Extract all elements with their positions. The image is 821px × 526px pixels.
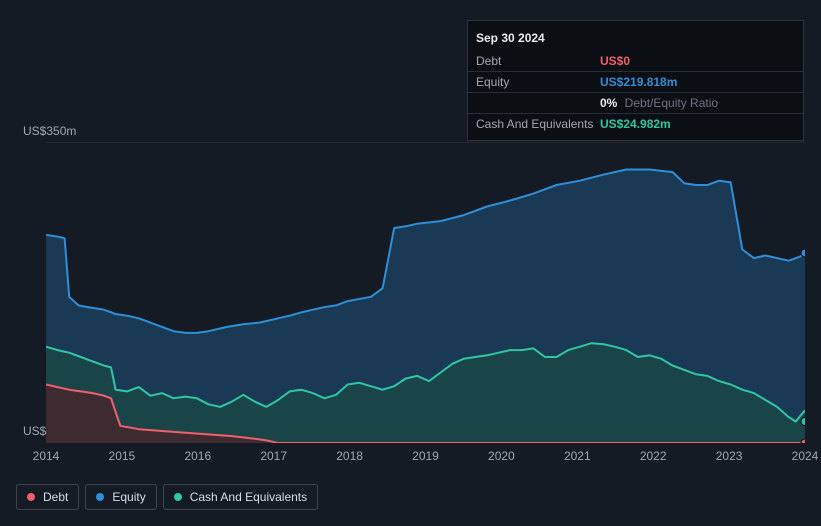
x-axis-tick: 2022: [640, 449, 667, 463]
legend-item-label: Debt: [43, 490, 68, 504]
tooltip-row-value: US$219.818m: [600, 75, 795, 89]
chart-legend: Debt Equity Cash And Equivalents: [16, 484, 318, 510]
tooltip-row: DebtUS$0: [468, 51, 803, 72]
tooltip-row-label: Debt: [476, 54, 600, 68]
legend-item-label: Equity: [112, 490, 145, 504]
tooltip-row: EquityUS$219.818m: [468, 72, 803, 93]
legend-dot-icon: [174, 493, 182, 501]
legend-dot-icon: [96, 493, 104, 501]
x-axis-tick: 2024: [792, 449, 819, 463]
x-axis-tick: 2023: [716, 449, 743, 463]
tooltip-panel: Sep 30 2024 DebtUS$0EquityUS$219.818m0% …: [467, 20, 804, 141]
x-axis-tick: 2017: [260, 449, 287, 463]
tooltip-row-label: Cash And Equivalents: [476, 117, 600, 131]
legend-dot-icon: [27, 493, 35, 501]
x-axis-tick: 2018: [336, 449, 363, 463]
tooltip-row-label: [476, 96, 600, 110]
x-axis-tick: 2014: [33, 449, 60, 463]
tooltip-row-suffix: Debt/Equity Ratio: [621, 96, 718, 110]
tooltip-row-label: Equity: [476, 75, 600, 89]
legend-item-label: Cash And Equivalents: [190, 490, 307, 504]
x-axis-tick: 2019: [412, 449, 439, 463]
tooltip-row: 0% Debt/Equity Ratio: [468, 93, 803, 114]
end-marker-cash-and-equivalents: [801, 418, 805, 426]
chart-container: US$350m US$0 201420152016201720182019202…: [16, 124, 805, 469]
tooltip-row-value: 0% Debt/Equity Ratio: [600, 96, 795, 110]
x-axis-tick: 2016: [184, 449, 211, 463]
x-axis-tick: 2021: [564, 449, 591, 463]
x-axis-tick: 2020: [488, 449, 515, 463]
end-marker-equity: [801, 249, 805, 257]
tooltip-row: Cash And EquivalentsUS$24.982m: [468, 114, 803, 134]
y-axis-max-label: US$350m: [23, 124, 76, 138]
tooltip-row-value: US$0: [600, 54, 795, 68]
legend-item[interactable]: Cash And Equivalents: [163, 484, 318, 510]
x-axis-tick: 2015: [109, 449, 136, 463]
x-axis: 2014201520162017201820192020202120222023…: [46, 449, 805, 469]
tooltip-date: Sep 30 2024: [468, 27, 803, 51]
tooltip-row-value: US$24.982m: [600, 117, 795, 131]
legend-item[interactable]: Equity: [85, 484, 156, 510]
chart-plot-area[interactable]: [46, 142, 805, 443]
legend-item[interactable]: Debt: [16, 484, 79, 510]
